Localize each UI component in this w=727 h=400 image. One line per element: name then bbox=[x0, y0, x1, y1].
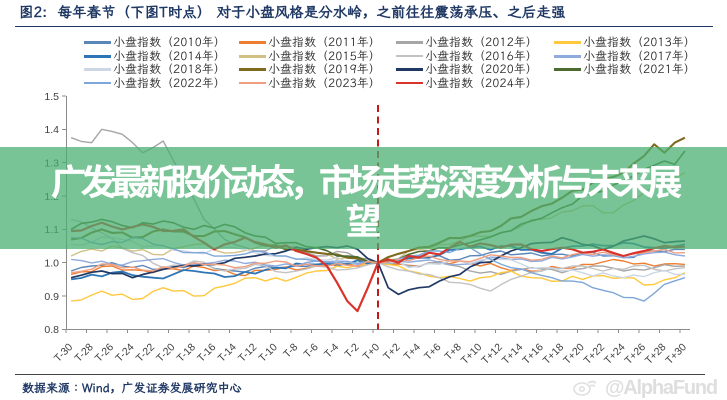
svg-text:T-8: T-8 bbox=[281, 341, 300, 360]
svg-text:T-2: T-2 bbox=[342, 341, 361, 360]
svg-text:T+28: T+28 bbox=[643, 341, 669, 367]
svg-text:T-16: T-16 bbox=[195, 341, 218, 364]
svg-text:T+2: T+2 bbox=[381, 341, 403, 363]
svg-text:0.9: 0.9 bbox=[44, 291, 59, 303]
svg-text:T-14: T-14 bbox=[216, 341, 239, 364]
svg-text:T-4: T-4 bbox=[322, 341, 341, 360]
svg-text:T+14: T+14 bbox=[500, 341, 526, 367]
svg-text:T-24: T-24 bbox=[113, 341, 136, 364]
svg-text:T+26: T+26 bbox=[622, 341, 648, 367]
svg-text:T+16: T+16 bbox=[520, 341, 546, 367]
svg-text:T-18: T-18 bbox=[175, 341, 198, 364]
svg-text:T+0: T+0 bbox=[361, 341, 383, 363]
svg-text:T+10: T+10 bbox=[459, 341, 485, 367]
svg-text:T-30: T-30 bbox=[52, 341, 75, 364]
svg-text:1.0: 1.0 bbox=[44, 258, 59, 270]
svg-text:T+30: T+30 bbox=[663, 341, 689, 367]
svg-text:T+24: T+24 bbox=[602, 341, 628, 367]
svg-text:T+6: T+6 bbox=[422, 341, 444, 363]
svg-text:1.5: 1.5 bbox=[44, 91, 59, 103]
svg-text:T-10: T-10 bbox=[256, 341, 279, 364]
svg-text:1.4: 1.4 bbox=[44, 124, 59, 136]
svg-text:0.8: 0.8 bbox=[44, 324, 59, 336]
svg-text:T-20: T-20 bbox=[154, 341, 177, 364]
svg-text:T+22: T+22 bbox=[581, 341, 607, 367]
svg-text:T-28: T-28 bbox=[72, 341, 95, 364]
svg-text:T+4: T+4 bbox=[402, 341, 424, 363]
svg-text:T-6: T-6 bbox=[302, 341, 321, 360]
svg-text:T-12: T-12 bbox=[236, 341, 259, 364]
svg-text:T-26: T-26 bbox=[93, 341, 116, 364]
svg-text:T-22: T-22 bbox=[134, 341, 157, 364]
svg-text:T+20: T+20 bbox=[561, 341, 587, 367]
svg-text:T+12: T+12 bbox=[479, 341, 505, 367]
svg-text:T+18: T+18 bbox=[541, 341, 567, 367]
